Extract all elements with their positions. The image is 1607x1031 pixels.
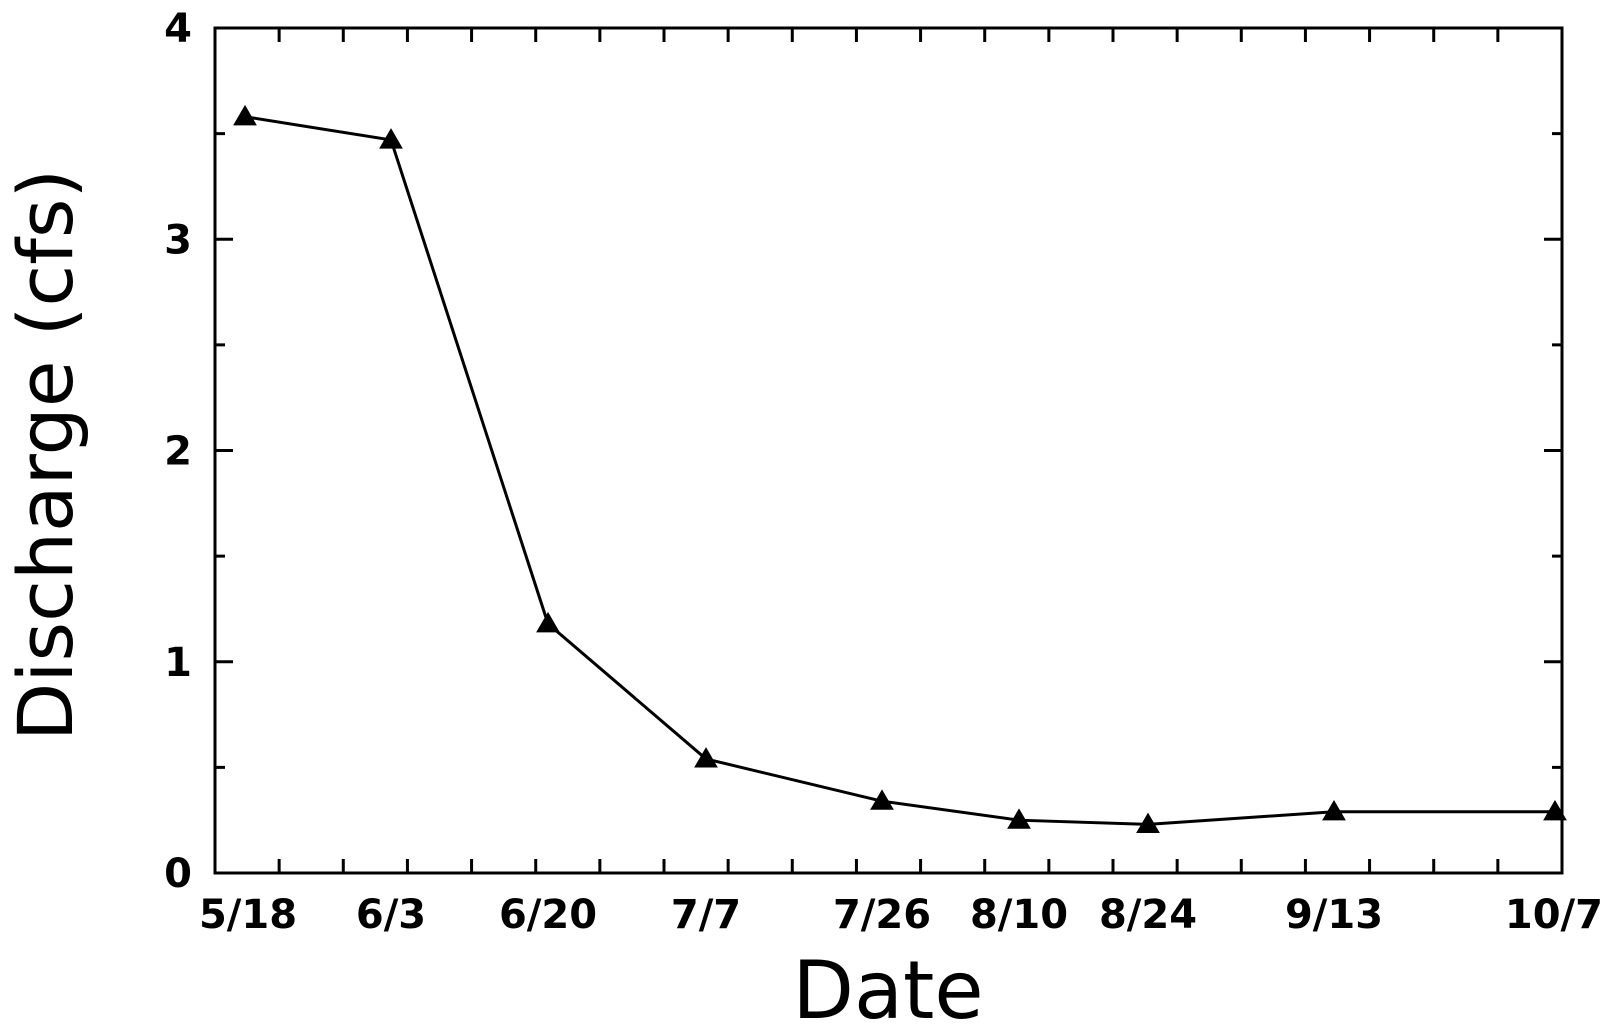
x-tick-label: 5/18	[199, 892, 297, 938]
x-tick-label: 6/20	[499, 892, 597, 938]
data-point-marker	[536, 611, 560, 633]
x-tick-label: 6/3	[356, 892, 426, 938]
y-tick-label: 4	[164, 6, 192, 52]
y-tick-label: 0	[164, 851, 192, 897]
data-point-marker	[233, 104, 257, 126]
y-tick-label: 2	[164, 429, 192, 475]
x-tick-label: 7/7	[671, 892, 741, 938]
series-line	[244, 115, 1555, 826]
data-point-marker	[694, 747, 718, 768]
data-point-marker	[1322, 799, 1346, 821]
data-point-marker	[379, 128, 403, 149]
y-axis-label: Discharge (cfs)	[1, 169, 90, 741]
y-tick-label: 3	[164, 217, 192, 263]
y-tick-label: 1	[164, 640, 192, 686]
axis-ticks	[215, 28, 1562, 873]
x-tick-label: 9/13	[1285, 892, 1383, 938]
series-markers	[233, 104, 1567, 834]
data-point-marker	[1136, 812, 1160, 834]
x-tick-labels: 5/18 6/3 6/20 7/7 7/26 8/10 8/24 9/13 10/7	[199, 892, 1603, 938]
data-point-marker	[870, 789, 894, 810]
data-point-marker	[1007, 808, 1031, 829]
y-tick-labels: 0 1 2 3 4	[164, 6, 192, 897]
x-axis-label: Date	[792, 944, 983, 1031]
x-tick-label: 8/10	[970, 892, 1068, 938]
data-point-marker	[1543, 799, 1567, 821]
x-tick-label: 10/7	[1505, 892, 1603, 938]
plot-frame	[213, 26, 1564, 875]
x-tick-label: 8/24	[1099, 892, 1197, 938]
x-tick-label: 7/26	[833, 892, 931, 938]
